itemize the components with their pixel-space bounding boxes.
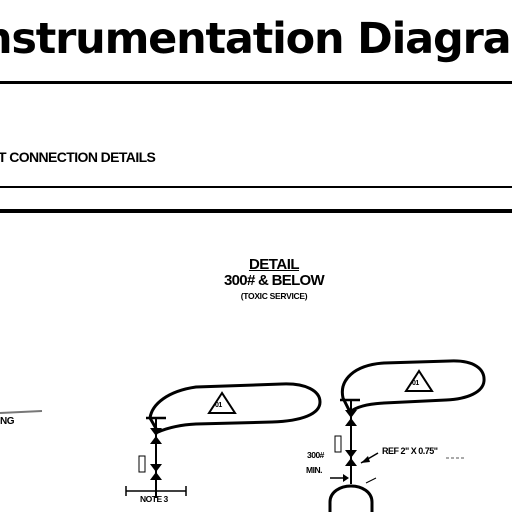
- detail-title: DETAIL: [248, 256, 300, 273]
- valve-top-left-b: [150, 436, 162, 444]
- angle-mark: [365, 477, 377, 484]
- left-fragment-label: NG: [0, 416, 15, 427]
- valve-bottom-left-a: [150, 464, 162, 472]
- dim-marker-left: [138, 455, 146, 473]
- rating-300-label: 300#: [307, 450, 324, 460]
- valve-top-right-a: [345, 410, 357, 418]
- tag-right-label: 01: [412, 380, 419, 387]
- tag-left-label: 01: [215, 402, 222, 409]
- vessel-nozzle: [328, 484, 374, 512]
- ref-label: REF 2" X 0.75": [382, 446, 438, 456]
- valve-top-left-a: [150, 428, 162, 436]
- min-arrowhead: [343, 474, 349, 482]
- warning-triangle-right: [404, 369, 434, 392]
- valve-top-right-b: [345, 418, 357, 426]
- left-leader-line: [0, 410, 43, 414]
- section-heading: T CONNECTION DETAILS: [0, 149, 156, 165]
- min-label: MIN.: [306, 465, 322, 475]
- valve-bottom-right-a: [345, 450, 357, 458]
- detail-service: (TOXIC SERVICE): [240, 291, 308, 301]
- section-divider-thin: [0, 186, 512, 188]
- detail-rating: 300# & BELOW: [224, 272, 325, 289]
- dim-marker-right: [334, 435, 342, 453]
- valve-bottom-left-b: [150, 472, 162, 480]
- section-divider-thick: [0, 209, 512, 213]
- instrument-bubble-right: [340, 359, 486, 415]
- title-divider: [0, 81, 512, 84]
- valve-bottom-right-b: [345, 458, 357, 466]
- warning-triangle-left: [207, 391, 237, 414]
- page-title: nstrumentation Diagram: [0, 14, 512, 64]
- ref-arrowhead: [361, 456, 370, 463]
- instrument-bubble-left: [148, 382, 322, 434]
- note-label: NOTE 3: [140, 494, 168, 504]
